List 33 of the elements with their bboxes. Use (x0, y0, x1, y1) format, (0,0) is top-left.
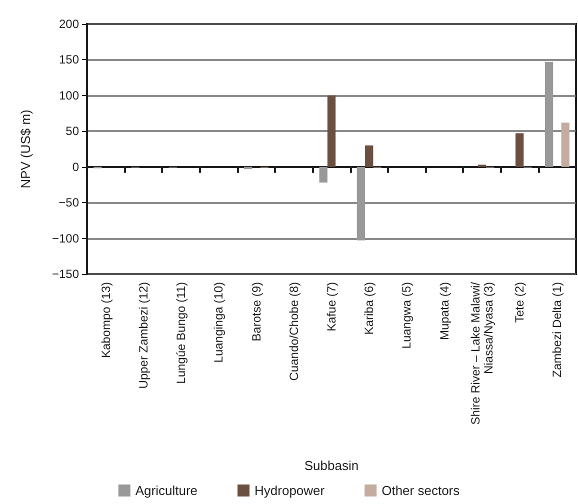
x-tick-label: Shire River – Lake Malawi/Niassa/Nyasa (3) (468, 281, 496, 425)
bar (544, 62, 554, 167)
y-tick-label: 100 (58, 88, 80, 102)
legend-label: Agriculture (135, 483, 198, 498)
legend-label: Other sectors (382, 483, 460, 498)
y-tick-label: 200 (58, 17, 80, 31)
y-tick-label: −150 (52, 267, 80, 281)
x-tick-label: Luangwa (5) (400, 282, 414, 349)
bar (356, 166, 366, 240)
x-tick-label: Kafue (7) (324, 282, 338, 332)
y-tick-label: 0 (72, 160, 80, 174)
x-tick-label: Zambezi Delta (1) (550, 282, 564, 378)
x-tick-label: Kariba (6) (362, 282, 376, 335)
legend-label: Hydropower (254, 483, 326, 498)
x-tick-label: Luanginga (10) (212, 282, 226, 363)
bar (516, 133, 524, 167)
x-tick-label: Upper Zambezi (12) (136, 282, 150, 389)
bar (561, 122, 570, 167)
y-tick-label: −50 (58, 196, 80, 210)
bar (365, 145, 374, 167)
y-tick-label: −100 (52, 231, 80, 246)
y-tick-label: 150 (58, 52, 80, 67)
y-tick-label: 50 (66, 124, 80, 138)
x-tick-label: Cuando/Chobe (8) (286, 282, 301, 381)
bar (327, 95, 336, 167)
x-axis-title: Subbasin (304, 458, 359, 473)
x-tick-label: Tete (2) (512, 282, 527, 323)
y-axis-title: NPV (US$ m) (18, 110, 33, 188)
x-tick-label: Kabompo (13) (98, 282, 113, 358)
bar (319, 166, 328, 183)
x-tick-label: Mupata (4) (437, 282, 452, 340)
x-tick-label: Barotse (9) (249, 282, 264, 342)
x-tick-label: Lungúe Bungo (11) (174, 282, 188, 384)
